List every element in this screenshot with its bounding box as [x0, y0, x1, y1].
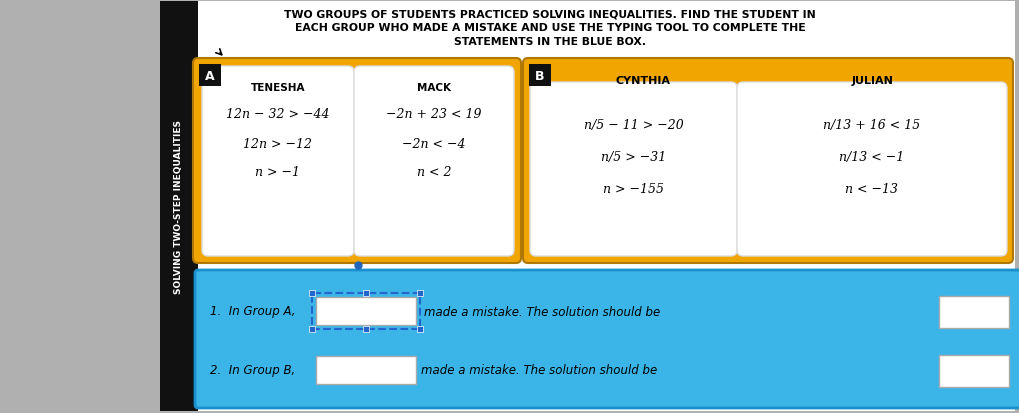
Text: TWO GROUPS OF STUDENTS PRACTICED SOLVING INEQUALITIES. FIND THE STUDENT IN: TWO GROUPS OF STUDENTS PRACTICED SOLVING…: [284, 9, 815, 19]
FancyBboxPatch shape: [195, 271, 1019, 408]
FancyBboxPatch shape: [202, 67, 354, 256]
Text: JULIAN: JULIAN: [851, 76, 893, 86]
Text: TENESHA: TENESHA: [251, 83, 305, 93]
Text: 2.  In Group B,: 2. In Group B,: [210, 363, 294, 377]
FancyBboxPatch shape: [160, 2, 198, 411]
Text: n/13 < −1: n/13 < −1: [839, 151, 904, 164]
Text: EACH GROUP WHO MADE A MISTAKE AND USE THE TYPING TOOL TO COMPLETE THE: EACH GROUP WHO MADE A MISTAKE AND USE TH…: [294, 23, 805, 33]
FancyBboxPatch shape: [938, 296, 1008, 328]
FancyBboxPatch shape: [193, 59, 521, 263]
FancyBboxPatch shape: [417, 326, 423, 332]
Text: n > −1: n > −1: [255, 166, 301, 178]
Text: n < −13: n < −13: [845, 183, 898, 195]
Text: 1.  In Group A,: 1. In Group A,: [210, 305, 296, 318]
Text: n > −155: n > −155: [602, 183, 663, 195]
FancyBboxPatch shape: [309, 326, 315, 332]
FancyBboxPatch shape: [354, 67, 514, 256]
FancyBboxPatch shape: [737, 83, 1006, 256]
Text: 12n > −12: 12n > −12: [244, 138, 312, 151]
Text: n/5 − 11 > −20: n/5 − 11 > −20: [583, 119, 683, 132]
Text: n/13 + 16 < 15: n/13 + 16 < 15: [822, 119, 920, 132]
Text: made a mistake. The solution should be: made a mistake. The solution should be: [421, 363, 656, 377]
Text: made a mistake. The solution should be: made a mistake. The solution should be: [424, 305, 659, 318]
Text: −2n + 23 < 19: −2n + 23 < 19: [386, 108, 481, 121]
Text: −2n < −4: −2n < −4: [401, 138, 466, 151]
FancyBboxPatch shape: [316, 297, 416, 325]
Text: n < 2: n < 2: [417, 166, 450, 178]
FancyBboxPatch shape: [363, 290, 369, 296]
FancyBboxPatch shape: [160, 2, 1014, 411]
FancyBboxPatch shape: [530, 83, 737, 256]
Text: B: B: [535, 69, 544, 82]
FancyBboxPatch shape: [529, 65, 550, 87]
FancyBboxPatch shape: [938, 355, 1008, 387]
Text: A: A: [205, 69, 215, 82]
FancyBboxPatch shape: [417, 290, 423, 296]
Text: STATEMENTS IN THE BLUE BOX.: STATEMENTS IN THE BLUE BOX.: [453, 37, 645, 47]
Text: CYNTHIA: CYNTHIA: [614, 76, 669, 86]
Text: 12n − 32 > −44: 12n − 32 > −44: [226, 108, 329, 121]
FancyBboxPatch shape: [316, 356, 416, 384]
Text: n/5 > −31: n/5 > −31: [600, 151, 665, 164]
FancyBboxPatch shape: [309, 290, 315, 296]
Text: SOLVING TWO-STEP INEQUALITIES: SOLVING TWO-STEP INEQUALITIES: [174, 120, 183, 293]
FancyBboxPatch shape: [523, 59, 1012, 263]
Text: MACK: MACK: [417, 83, 450, 93]
FancyBboxPatch shape: [199, 65, 221, 87]
FancyBboxPatch shape: [363, 326, 369, 332]
